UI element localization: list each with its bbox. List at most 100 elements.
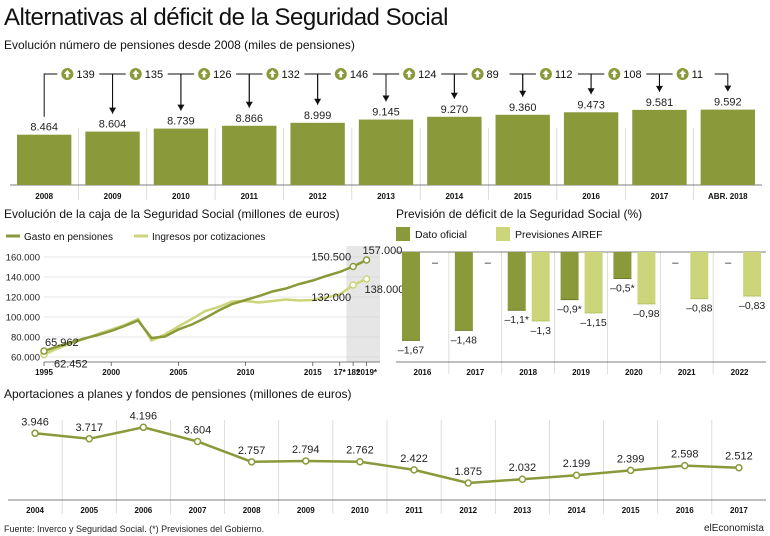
point-value-label: 2.762 [346,445,374,457]
source-note: Fuente: Inverco y Seguridad Social. (*) … [4,524,265,534]
bar [531,252,550,321]
data-point [362,275,371,283]
y-tick-label: 100.000 [6,313,40,324]
x-tick-label: 2016 [414,368,432,377]
x-tick-label: 2009 [297,506,315,515]
bar-value-label: 9.145 [372,107,400,119]
increment-label: 112 [555,69,573,81]
up-arrow-glyph [405,70,413,78]
bar-value-label: –0,88 [686,303,712,315]
x-tick-label: 2009 [104,192,122,201]
up-arrow-glyph [542,70,550,78]
point-value-label: 2.794 [292,444,320,456]
bar-value-label: – [672,257,679,269]
x-tick-label: 2012 [309,192,327,201]
data-point [626,466,635,475]
data-point [572,471,581,479]
bar-value-label: –1,1* [504,314,529,326]
x-tick-label: 2017 [466,368,484,377]
series-line [34,426,739,485]
x-tick-label: 2010 [351,506,369,515]
x-tick-label: 2015 [514,192,532,201]
data-point [735,463,743,472]
bar [563,112,619,185]
increment-label: 108 [623,69,641,81]
bar [402,252,420,341]
increment-label: 11 [692,69,703,81]
point-value-label: 2.512 [725,451,753,463]
y-tick-label: 80.000 [11,333,40,344]
data-point [356,457,364,466]
bar [613,252,632,279]
x-tick-label: 1995 [35,368,53,377]
cash-grid: 60.000 80.000 100.000 120.000 140.000 160.000… [6,253,380,377]
bar-value-label: –0,83 [739,300,765,312]
bar [560,252,579,300]
series-line [43,277,368,356]
bar [743,252,762,296]
cash-legend: Gasto en pensiones Ingresos por cotizacio… [6,232,265,243]
bar-value-label: –1,67 [398,344,424,356]
x-tick-label: 2007 [189,506,207,515]
point-value-label: 4.196 [130,410,158,422]
bar [690,252,709,299]
legend-swatch [396,227,410,241]
data-point [464,479,472,487]
data-point [518,475,527,483]
data-point [362,256,371,264]
x-tick-label: 2018 [519,368,537,377]
x-tick-label: 2017 [730,506,748,515]
increment-label: 135 [145,69,163,81]
x-tick-label: 2020 [625,368,643,377]
x-tick-label: 2005 [80,506,98,515]
point-value-label: 2.757 [238,445,266,457]
page-title: Alternativas al déficit de la Seguridad … [4,4,448,31]
x-tick-label: 2016 [676,506,694,515]
x-tick-label: 2021 [678,368,696,377]
x-tick-label: 17* [334,368,347,377]
x-tick-label: 2019 [572,368,590,377]
x-tick-label: 2013 [513,506,531,515]
annotation-label: 150.500 [311,252,351,264]
bar-value-label: 8.464 [30,122,58,134]
x-tick-label: 2011 [241,192,259,201]
bar [584,252,603,313]
data-point [349,262,357,271]
legend-label: Previsiones AIREF [515,229,603,241]
bar [427,116,482,185]
bar-value-label: 9.360 [509,102,537,114]
y-tick-label: 60.000 [11,353,40,364]
bar [507,252,526,311]
data-point [31,429,39,438]
cash-annotations: 65.962 62.452 150.500 157.000 132.000 138.000 [45,245,404,371]
annotation-label: 138.000 [365,284,405,296]
bar-value-label: 9.270 [441,104,469,116]
point-value-label: 3.946 [21,416,49,428]
bar-value-label: 9.592 [714,97,742,109]
deficit-legend: Dato oficial Previsiones AIREF [396,227,603,241]
bar [358,119,414,185]
annotation-label: 62.452 [54,359,88,371]
up-arrow-glyph [132,70,140,78]
point-value-label: 2.598 [671,449,699,461]
up-arrow-glyph [337,70,345,78]
x-tick-label: 2014 [445,192,463,201]
bar-value-label: 8.739 [167,116,195,128]
bar-value-label: 8.999 [304,110,332,122]
data-point [681,461,689,470]
bar-value-label: – [432,257,439,269]
x-tick-label: 2017 [651,192,669,201]
point-value-label: 3.604 [184,425,212,437]
x-tick-label: ABR. 2018 [708,192,748,201]
up-arrow-glyph [63,70,71,78]
legend-label: Dato oficial [415,229,467,241]
point-value-label: 2.032 [509,462,537,474]
data-point [139,423,148,432]
x-tick-label: 2005 [170,368,188,377]
series-line [43,258,368,353]
x-tick-label: 2008 [243,506,261,515]
x-tick-label: 2004 [26,506,44,515]
cash-chart-title: Evolución de la caja de la Seguridad Soc… [4,207,340,221]
x-tick-label: 2015 [304,368,322,377]
bar-value-label: 8.604 [99,119,127,131]
